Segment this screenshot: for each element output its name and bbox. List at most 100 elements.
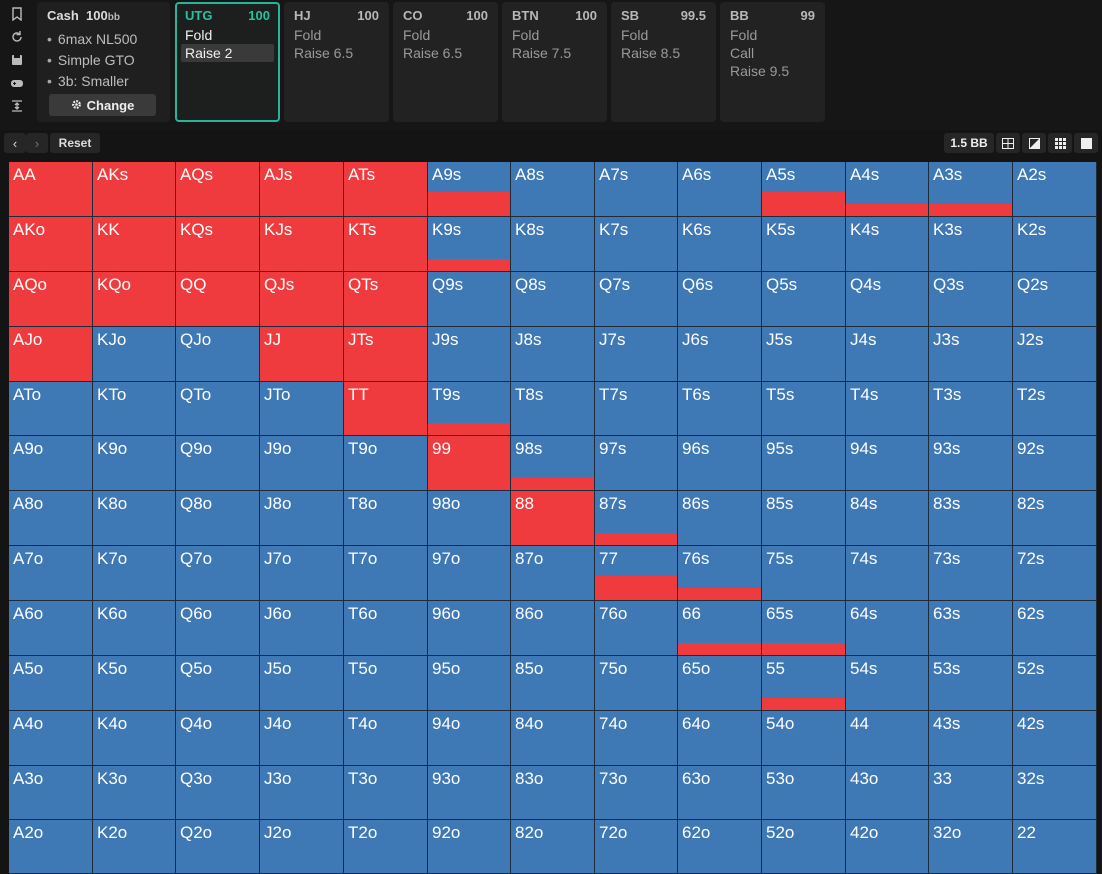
action-option[interactable]: Fold <box>403 27 431 43</box>
hand-cell[interactable]: J9o <box>260 436 344 491</box>
hand-cell[interactable]: 85o <box>511 656 595 711</box>
hand-cell[interactable]: 42o <box>846 820 929 874</box>
hand-cell[interactable]: T2o <box>344 820 428 874</box>
hand-cell[interactable]: K7s <box>595 217 678 272</box>
hand-cell[interactable]: 83s <box>929 491 1013 546</box>
hand-cell[interactable]: 66 <box>678 601 762 656</box>
hand-cell[interactable]: Q4o <box>176 711 260 766</box>
hand-cell[interactable]: A2s <box>1013 162 1097 217</box>
hand-cell[interactable]: 98s <box>511 436 595 491</box>
hand-cell[interactable]: 93o <box>428 766 511 820</box>
action-option[interactable]: Fold <box>730 27 758 43</box>
hand-cell[interactable]: ATo <box>9 382 93 436</box>
hand-cell[interactable]: 62o <box>678 820 762 874</box>
hand-cell[interactable]: K2o <box>93 820 176 874</box>
hand-cell[interactable]: Q4s <box>846 272 929 327</box>
hand-cell[interactable]: Q7s <box>595 272 678 327</box>
hand-cell[interactable]: A5s <box>762 162 846 217</box>
hand-cell[interactable]: K8s <box>511 217 595 272</box>
hand-cell[interactable]: 52o <box>762 820 846 874</box>
hand-cell[interactable]: Q3s <box>929 272 1013 327</box>
hand-cell[interactable]: J8s <box>511 327 595 382</box>
hand-cell[interactable]: 84s <box>846 491 929 546</box>
collapse-icon[interactable] <box>6 96 28 116</box>
hand-cell[interactable]: 54s <box>846 656 929 711</box>
hand-cell[interactable]: T8o <box>344 491 428 546</box>
hand-cell[interactable]: 97s <box>595 436 678 491</box>
hand-cell[interactable]: J5o <box>260 656 344 711</box>
hand-cell[interactable]: 94s <box>846 436 929 491</box>
hand-cell[interactable]: QTs <box>344 272 428 327</box>
hand-cell[interactable]: 52s <box>1013 656 1097 711</box>
hand-cell[interactable]: 92s <box>1013 436 1097 491</box>
hand-cell[interactable]: J4s <box>846 327 929 382</box>
hand-cell[interactable]: A4o <box>9 711 93 766</box>
grid-view-button[interactable] <box>996 133 1020 153</box>
hand-cell[interactable]: 33 <box>929 766 1013 820</box>
hand-cell[interactable]: AKs <box>93 162 176 217</box>
hand-cell[interactable]: 96o <box>428 601 511 656</box>
hand-cell[interactable]: 75o <box>595 656 678 711</box>
position-card-utg[interactable]: UTG 100 Fold Raise 2 <box>175 2 280 122</box>
action-option[interactable]: Raise 7.5 <box>512 45 572 61</box>
bb-display-toggle[interactable]: 1.5 BB <box>944 133 994 153</box>
hand-cell[interactable]: J6o <box>260 601 344 656</box>
position-card-sb[interactable]: SB 99.5 Fold Raise 8.5 <box>611 2 716 122</box>
hand-cell[interactable]: 77 <box>595 546 678 601</box>
hand-cell[interactable]: T9s <box>428 382 511 436</box>
hand-cell[interactable]: AJo <box>9 327 93 382</box>
hand-cell[interactable]: ATs <box>344 162 428 217</box>
hand-cell[interactable]: 84o <box>511 711 595 766</box>
hand-cell[interactable]: J9s <box>428 327 511 382</box>
change-button[interactable]: Change <box>49 94 156 116</box>
hand-cell[interactable]: KTs <box>344 217 428 272</box>
hand-cell[interactable]: Q9o <box>176 436 260 491</box>
hand-cell[interactable]: K5s <box>762 217 846 272</box>
hand-cell[interactable]: 86s <box>678 491 762 546</box>
hand-cell[interactable]: A6o <box>9 601 93 656</box>
contrast-button[interactable] <box>1022 133 1046 153</box>
action-option[interactable]: Fold <box>512 27 540 43</box>
hand-cell[interactable]: Q3o <box>176 766 260 820</box>
position-card-btn[interactable]: BTN 100 Fold Raise 7.5 <box>502 2 607 122</box>
hand-cell[interactable]: Q8s <box>511 272 595 327</box>
bookmark-icon[interactable] <box>6 4 28 24</box>
hand-cell[interactable]: A6s <box>678 162 762 217</box>
hand-cell[interactable]: 92o <box>428 820 511 874</box>
hand-cell[interactable]: J2o <box>260 820 344 874</box>
hand-cell[interactable]: Q2o <box>176 820 260 874</box>
hand-cell[interactable]: T3o <box>344 766 428 820</box>
hand-cell[interactable]: AQo <box>9 272 93 327</box>
refresh-icon[interactable] <box>6 27 28 47</box>
hand-cell[interactable]: T7s <box>595 382 678 436</box>
hand-cell[interactable]: K4s <box>846 217 929 272</box>
hand-cell[interactable]: 73s <box>929 546 1013 601</box>
hand-cell[interactable]: QQ <box>176 272 260 327</box>
hand-cell[interactable]: 93s <box>929 436 1013 491</box>
action-option[interactable]: Raise 8.5 <box>621 45 681 61</box>
hand-cell[interactable]: 95s <box>762 436 846 491</box>
hand-cell[interactable]: T3s <box>929 382 1013 436</box>
hand-cell[interactable]: K7o <box>93 546 176 601</box>
hand-cell[interactable]: T8s <box>511 382 595 436</box>
hand-cell[interactable]: J8o <box>260 491 344 546</box>
hand-cell[interactable]: 95o <box>428 656 511 711</box>
hand-cell[interactable]: Q5o <box>176 656 260 711</box>
hand-cell[interactable]: A5o <box>9 656 93 711</box>
reset-button[interactable]: Reset <box>50 133 100 153</box>
hand-cell[interactable]: Q9s <box>428 272 511 327</box>
action-option[interactable]: Raise 6.5 <box>403 45 463 61</box>
hand-cell[interactable]: 22 <box>1013 820 1097 874</box>
hand-cell[interactable]: J6s <box>678 327 762 382</box>
hand-cell[interactable]: A9o <box>9 436 93 491</box>
forward-button[interactable]: › <box>26 133 48 153</box>
hand-cell[interactable]: 53o <box>762 766 846 820</box>
hand-cell[interactable]: QJo <box>176 327 260 382</box>
hand-cell[interactable]: 83o <box>511 766 595 820</box>
hand-cell[interactable]: T6s <box>678 382 762 436</box>
action-option[interactable]: Fold <box>294 27 322 43</box>
action-option[interactable]: Raise 9.5 <box>730 63 790 79</box>
hand-cell[interactable]: AA <box>9 162 93 217</box>
hand-cell[interactable]: 87o <box>511 546 595 601</box>
hand-cell[interactable]: JTo <box>260 382 344 436</box>
